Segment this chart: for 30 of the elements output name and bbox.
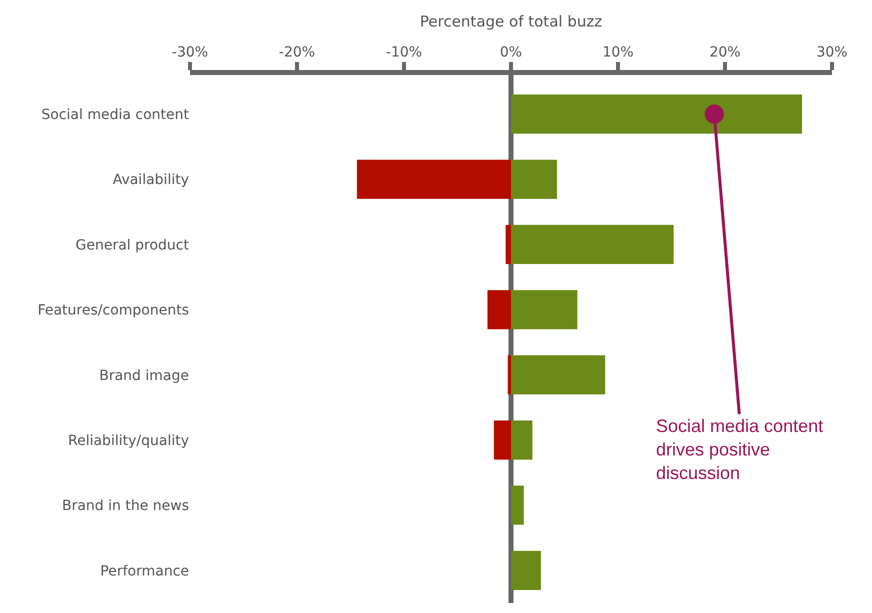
x-axis-title: Percentage of total buzz bbox=[420, 12, 602, 31]
x-tick-label: -10% bbox=[386, 44, 422, 60]
bar bbox=[511, 290, 578, 330]
x-tick-label: -30% bbox=[172, 44, 208, 60]
y-tick-label: General product bbox=[76, 237, 190, 254]
bar bbox=[511, 160, 558, 199]
y-tick-label: Brand image bbox=[99, 368, 189, 384]
x-tick-label: 10% bbox=[602, 44, 634, 60]
x-tick-label: 30% bbox=[816, 44, 848, 60]
y-tick-label: Availability bbox=[112, 172, 189, 188]
x-tick-label: -20% bbox=[278, 44, 316, 60]
bar bbox=[356, 160, 511, 199]
x-tick-label: 20% bbox=[709, 44, 741, 60]
y-tick-label: Social media content bbox=[41, 107, 190, 124]
y-tick-label: Brand in the news bbox=[62, 498, 189, 514]
y-tick-label: Reliability/quality bbox=[68, 432, 189, 449]
y-tick-label: Features/components bbox=[38, 302, 189, 319]
bar bbox=[511, 94, 802, 134]
annotation: Social media content drives positive discussion bbox=[656, 416, 824, 483]
bar bbox=[508, 355, 511, 394]
bar bbox=[511, 550, 541, 590]
bar bbox=[511, 224, 674, 264]
bar bbox=[494, 420, 511, 460]
bar bbox=[511, 355, 606, 394]
y-tick-label: Performance bbox=[100, 563, 189, 580]
bar bbox=[511, 420, 532, 460]
bar bbox=[487, 290, 511, 330]
bar bbox=[506, 224, 511, 264]
bar bbox=[511, 486, 524, 525]
x-tick-label: 0% bbox=[500, 44, 522, 60]
